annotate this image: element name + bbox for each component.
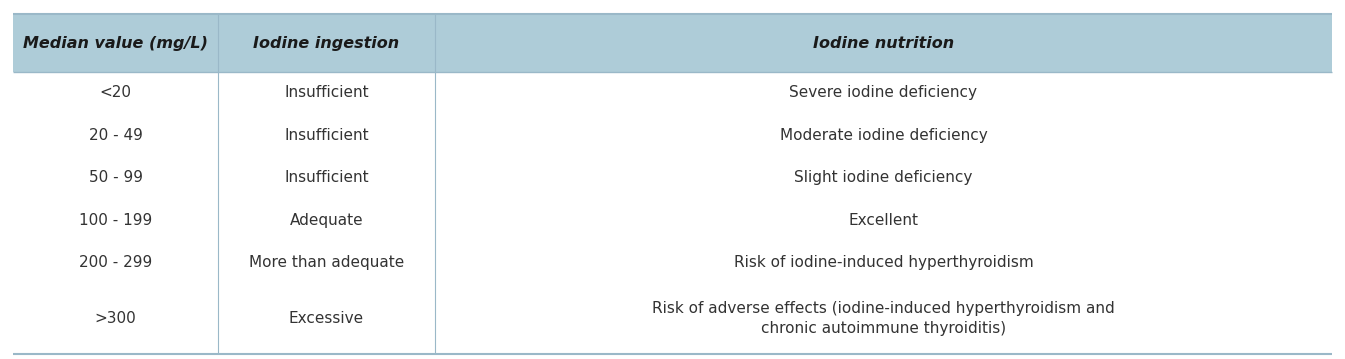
Text: Severe iodine deficiency: Severe iodine deficiency <box>790 85 978 101</box>
Bar <box>13 14 1332 72</box>
Text: Excessive: Excessive <box>289 311 364 326</box>
Text: 200 - 299: 200 - 299 <box>79 255 152 270</box>
Bar <box>13 72 1332 114</box>
Text: Adequate: Adequate <box>289 213 363 228</box>
Bar <box>13 114 1332 157</box>
Text: Moderate iodine deficiency: Moderate iodine deficiency <box>780 128 987 143</box>
Text: >300: >300 <box>94 311 136 326</box>
Text: <20: <20 <box>100 85 132 101</box>
Bar <box>13 284 1332 354</box>
Text: Median value (mg/L): Median value (mg/L) <box>23 36 208 51</box>
Text: Risk of adverse effects (iodine-induced hyperthyroidism and
chronic autoimmune t: Risk of adverse effects (iodine-induced … <box>652 301 1115 336</box>
Bar <box>13 199 1332 241</box>
Text: 20 - 49: 20 - 49 <box>89 128 143 143</box>
Text: More than adequate: More than adequate <box>249 255 404 270</box>
Text: Insufficient: Insufficient <box>284 170 369 185</box>
Text: 50 - 99: 50 - 99 <box>89 170 143 185</box>
Text: Risk of iodine-induced hyperthyroidism: Risk of iodine-induced hyperthyroidism <box>733 255 1033 270</box>
Text: Insufficient: Insufficient <box>284 85 369 101</box>
Text: Iodine nutrition: Iodine nutrition <box>812 36 954 51</box>
Text: Slight iodine deficiency: Slight iodine deficiency <box>794 170 972 185</box>
Text: Insufficient: Insufficient <box>284 128 369 143</box>
Text: 100 - 199: 100 - 199 <box>79 213 152 228</box>
Text: Excellent: Excellent <box>849 213 919 228</box>
Bar <box>13 157 1332 199</box>
Bar <box>13 241 1332 284</box>
Text: Iodine ingestion: Iodine ingestion <box>253 36 399 51</box>
